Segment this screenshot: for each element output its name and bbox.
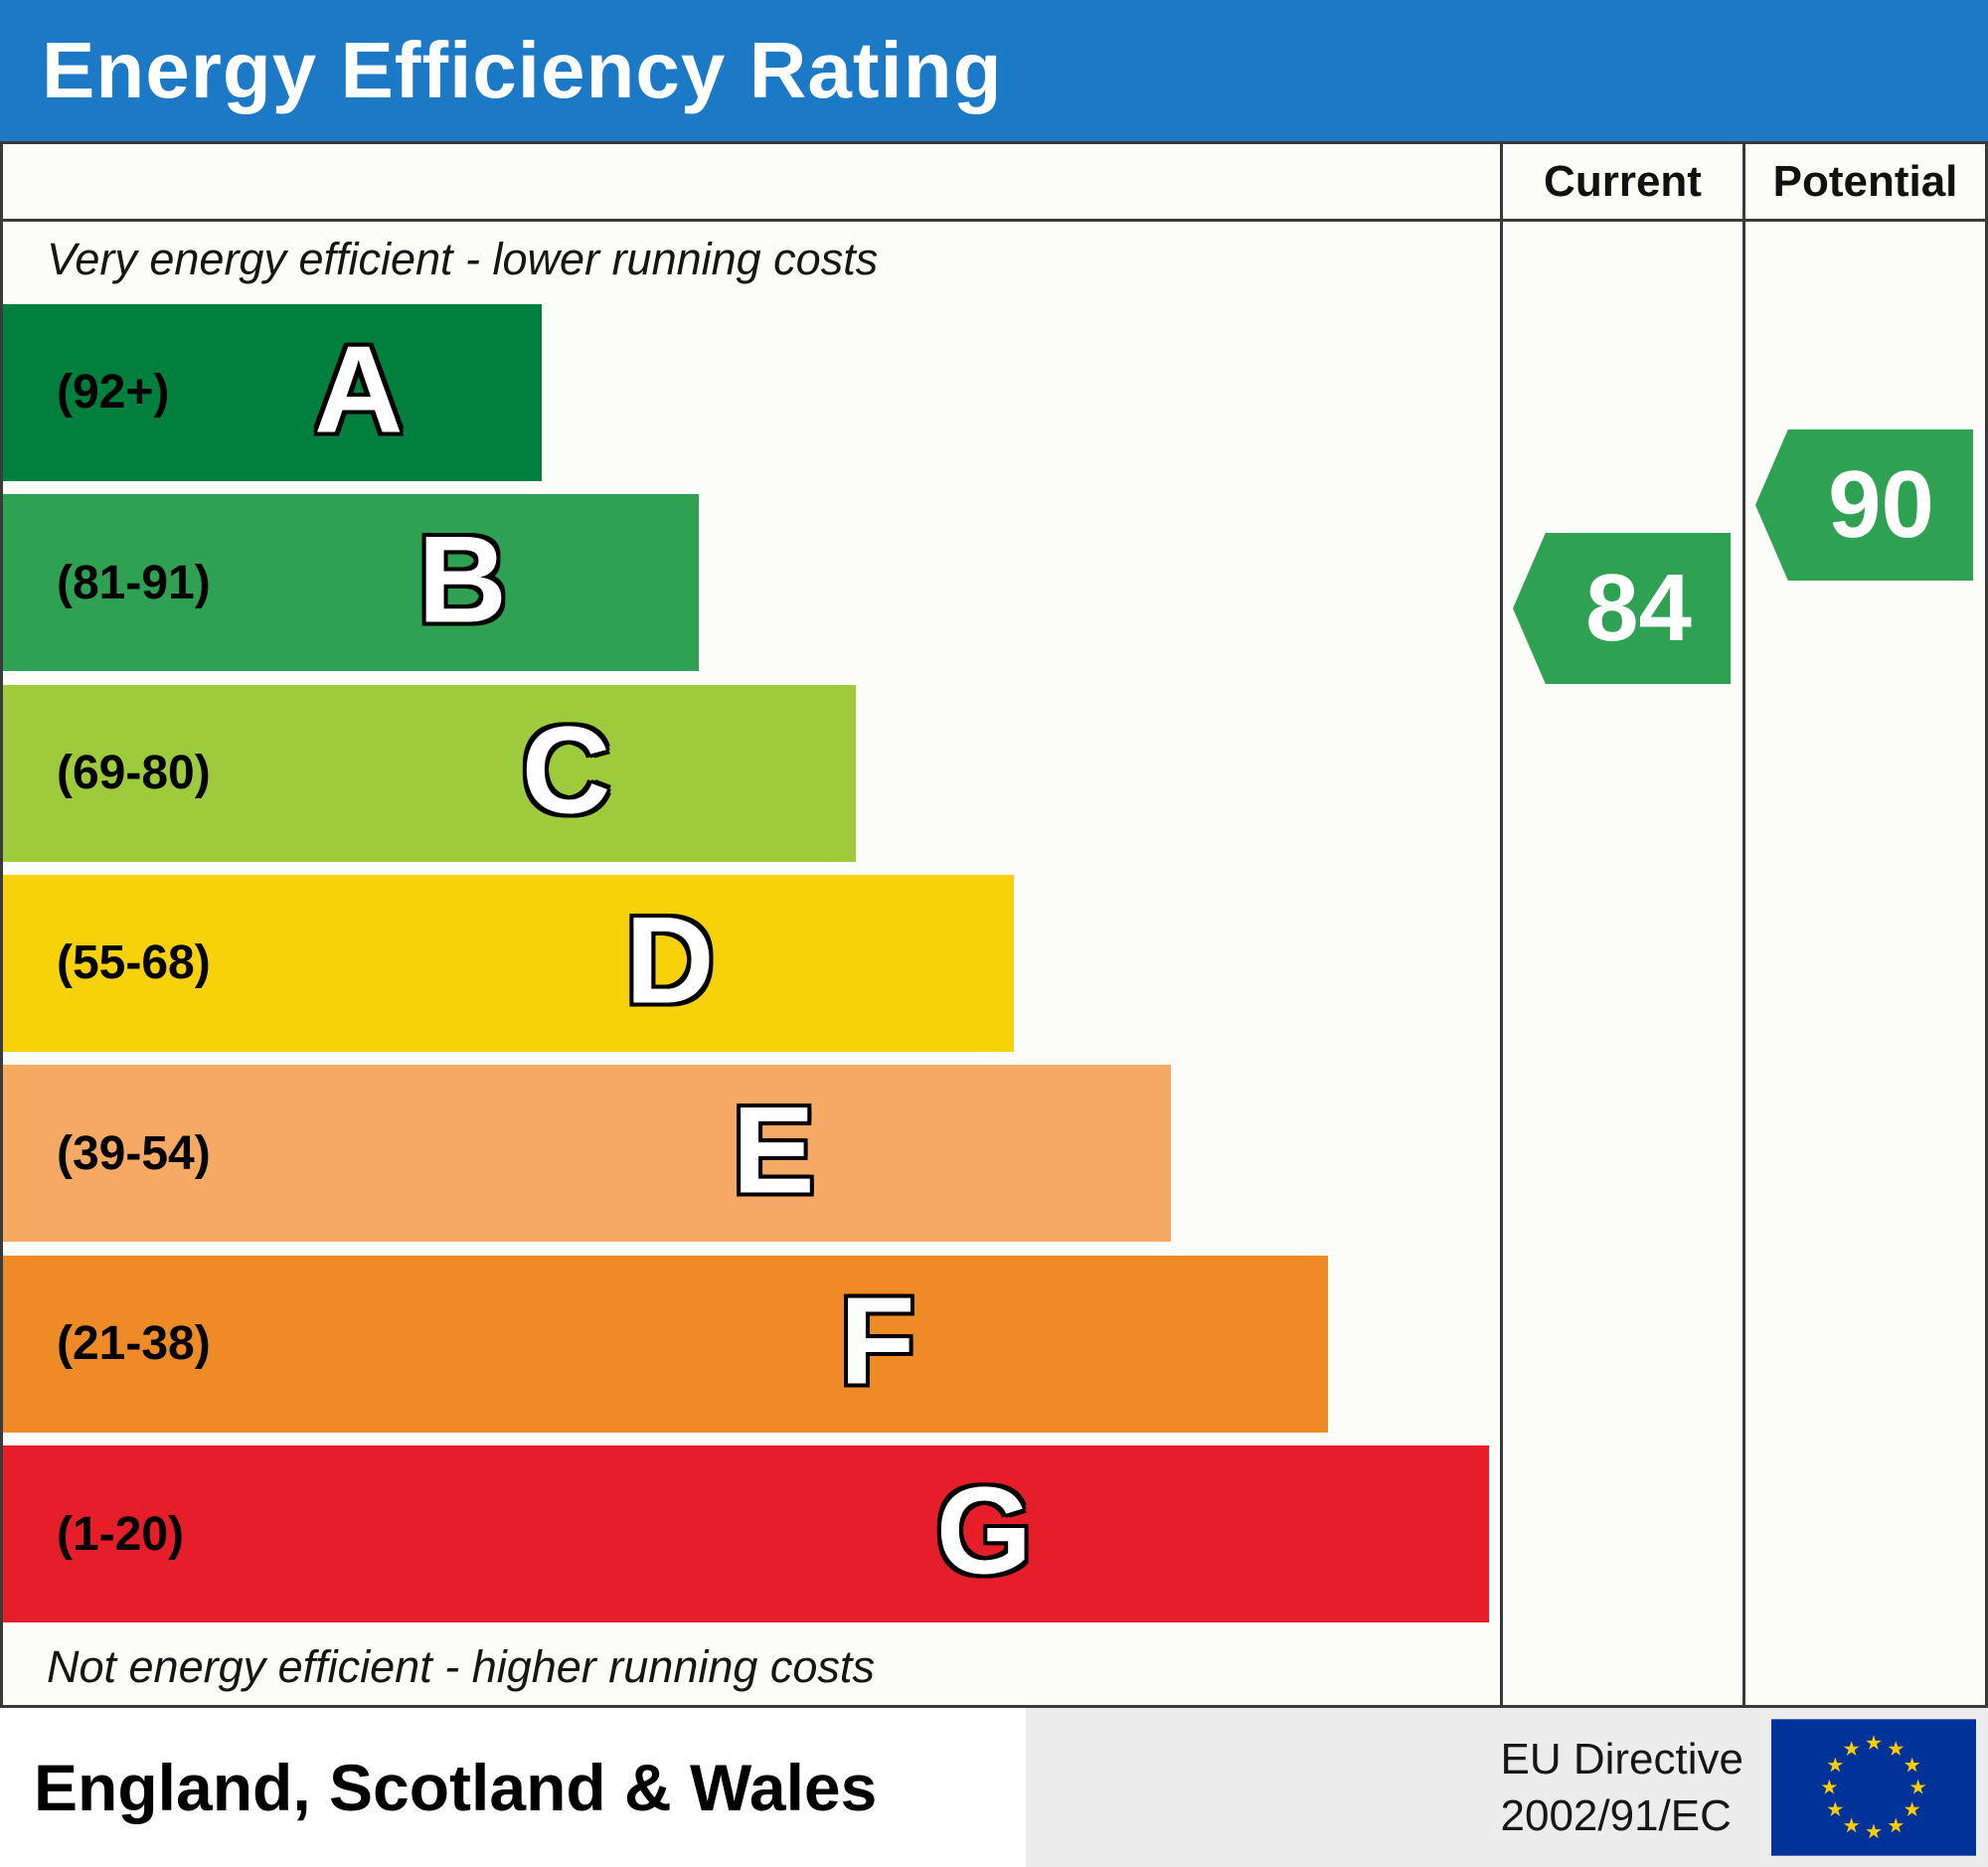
potential-value: 90 — [1828, 451, 1934, 558]
band-row-d: (55-68) D — [3, 868, 1500, 1058]
band-b-bar: (81-91) B — [3, 494, 700, 672]
column-header-row: Current Potential — [3, 144, 1985, 222]
band-f-letter: F — [839, 1273, 915, 1411]
band-row-c: (69-80) C — [3, 678, 1500, 868]
potential-column-header: Potential — [1742, 144, 1985, 219]
band-g-bar: (1-20) G — [3, 1445, 1490, 1623]
eu-directive-text: EU Directive 2002/91/EC — [1501, 1731, 1744, 1844]
eu-flag — [1771, 1719, 1976, 1856]
band-b-letter: B — [417, 511, 507, 649]
eu-directive-line1: EU Directive — [1500, 1734, 1744, 1783]
band-d-bar: (55-68) D — [3, 874, 1014, 1052]
band-b-range: (81-91) — [57, 556, 211, 609]
bands: (92+) A (81-91) B (69-80) C — [3, 297, 1500, 1629]
potential-column: 90 — [1742, 222, 1985, 1705]
band-row-e: (39-54) E — [3, 1059, 1500, 1249]
band-c-letter: C — [521, 702, 611, 840]
epc-chart: Current Potential Very energy efficient … — [0, 141, 1988, 1708]
current-value: 84 — [1585, 555, 1692, 661]
band-d-letter: D — [625, 892, 715, 1030]
band-row-f: (21-38) F — [3, 1249, 1500, 1439]
band-row-a: (92+) A — [3, 297, 1500, 487]
band-e-range: (39-54) — [57, 1126, 211, 1180]
page-title: Energy Efficiency Rating — [42, 26, 1003, 114]
band-e-letter: E — [732, 1082, 815, 1220]
bands-column: Very energy efficient - lower running co… — [3, 222, 1500, 1705]
band-a-range: (92+) — [57, 366, 170, 420]
band-a-letter: A — [314, 321, 404, 459]
top-note: Very energy efficient - lower running co… — [47, 234, 879, 284]
directive-panel: EU Directive 2002/91/EC — [1026, 1708, 1988, 1867]
band-row-b: (81-91) B — [3, 487, 1500, 677]
band-f-range: (21-38) — [57, 1317, 211, 1371]
band-f-bar: (21-38) F — [3, 1255, 1328, 1433]
current-column-header: Current — [1500, 144, 1742, 219]
chart-body: Very energy efficient - lower running co… — [3, 222, 1985, 1705]
band-c-range: (69-80) — [57, 747, 211, 800]
bottom-note: Not energy efficient - higher running co… — [47, 1641, 875, 1692]
eu-directive-line2: 2002/91/EC — [1500, 1791, 1732, 1840]
band-g-letter: G — [935, 1462, 1033, 1601]
band-c-bar: (69-80) C — [3, 684, 857, 862]
column-header-spacer — [3, 144, 1500, 219]
footer: England, Scotland & Wales EU Directive 2… — [0, 1708, 1988, 1867]
current-arrow: 84 — [1513, 533, 1731, 684]
current-column: 84 — [1500, 222, 1742, 1705]
title-bar: Energy Efficiency Rating — [0, 0, 1988, 141]
band-d-range: (55-68) — [57, 936, 211, 990]
band-e-bar: (39-54) E — [3, 1065, 1171, 1243]
region-label: England, Scotland & Wales — [34, 1751, 878, 1824]
band-g-range: (1-20) — [57, 1507, 185, 1561]
band-row-g: (1-20) G — [3, 1440, 1500, 1629]
band-a-bar: (92+) A — [3, 303, 543, 481]
potential-arrow: 90 — [1755, 429, 1973, 581]
